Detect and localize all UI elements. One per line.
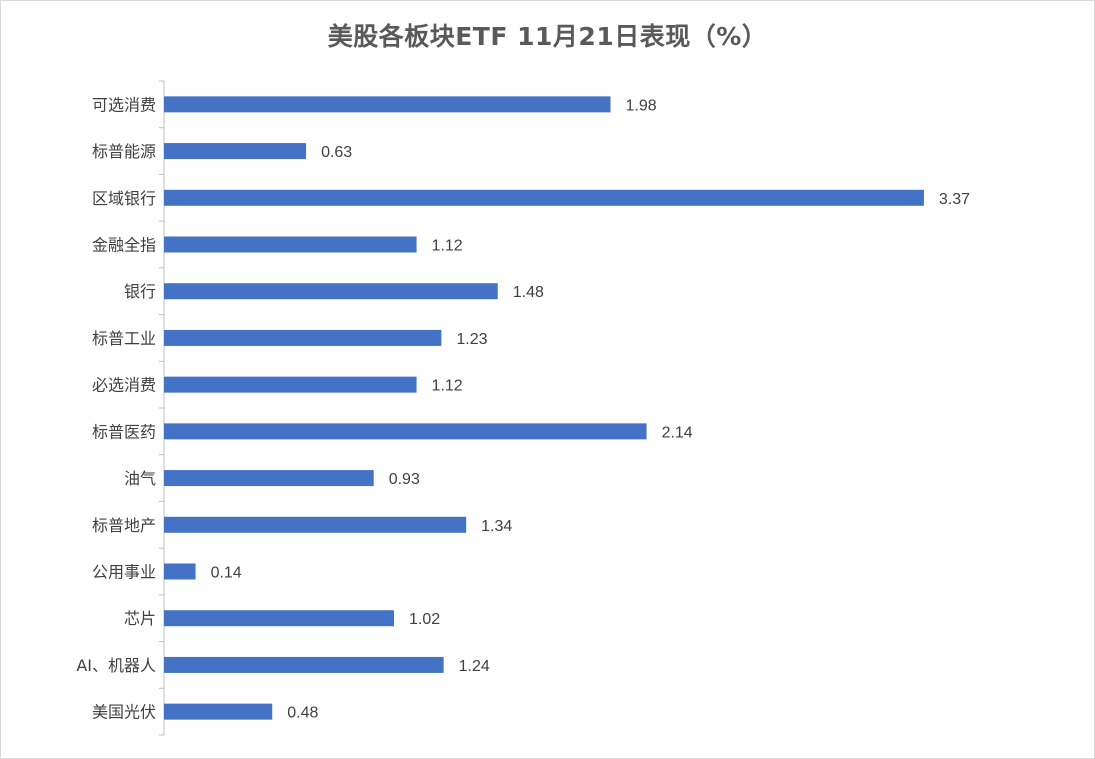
data-label: 1.24 xyxy=(459,658,490,675)
category-label: 区域银行 xyxy=(92,189,156,208)
bar xyxy=(164,376,417,393)
data-label: 1.48 xyxy=(513,284,544,301)
data-label: 0.63 xyxy=(321,144,352,161)
data-label: 0.93 xyxy=(389,471,420,488)
category-label: 可选消费 xyxy=(92,95,156,114)
bar xyxy=(164,563,196,580)
bar xyxy=(164,470,374,487)
data-label: 2.14 xyxy=(662,424,693,441)
data-label: 3.37 xyxy=(939,191,970,208)
bar xyxy=(164,236,417,253)
category-label: 油气 xyxy=(124,469,156,488)
bar xyxy=(164,143,307,160)
bar xyxy=(164,610,395,627)
data-label: 1.12 xyxy=(432,238,463,255)
chart-title: 美股各板块ETF 11月21日表现（%） xyxy=(327,22,768,51)
category-label: 银行 xyxy=(124,282,156,301)
bar xyxy=(164,329,442,346)
data-label: 1.12 xyxy=(432,378,463,395)
bar xyxy=(164,189,924,206)
category-label: 标普工业 xyxy=(92,329,156,348)
category-label: 芯片 xyxy=(124,609,156,628)
data-label: 1.23 xyxy=(456,331,487,348)
data-label: 1.02 xyxy=(409,611,440,628)
bar xyxy=(164,423,647,440)
bar xyxy=(164,516,467,533)
bar xyxy=(164,703,273,720)
data-label: 0.14 xyxy=(211,565,242,582)
data-label: 1.34 xyxy=(481,518,512,535)
bar xyxy=(164,96,611,113)
data-label: 1.98 xyxy=(625,97,656,114)
category-label: 标普能源 xyxy=(92,142,156,161)
category-label: AI、机器人 xyxy=(76,656,156,675)
category-label: 标普地产 xyxy=(92,516,156,535)
category-label: 金融全指 xyxy=(92,236,156,255)
category-label: 美国光伏 xyxy=(92,703,156,722)
data-label: 0.48 xyxy=(287,705,318,722)
category-label: 必选消费 xyxy=(92,376,156,395)
bar xyxy=(164,656,444,673)
category-label: 标普医药 xyxy=(92,422,156,441)
bar xyxy=(164,283,498,300)
category-label: 公用事业 xyxy=(92,563,156,582)
